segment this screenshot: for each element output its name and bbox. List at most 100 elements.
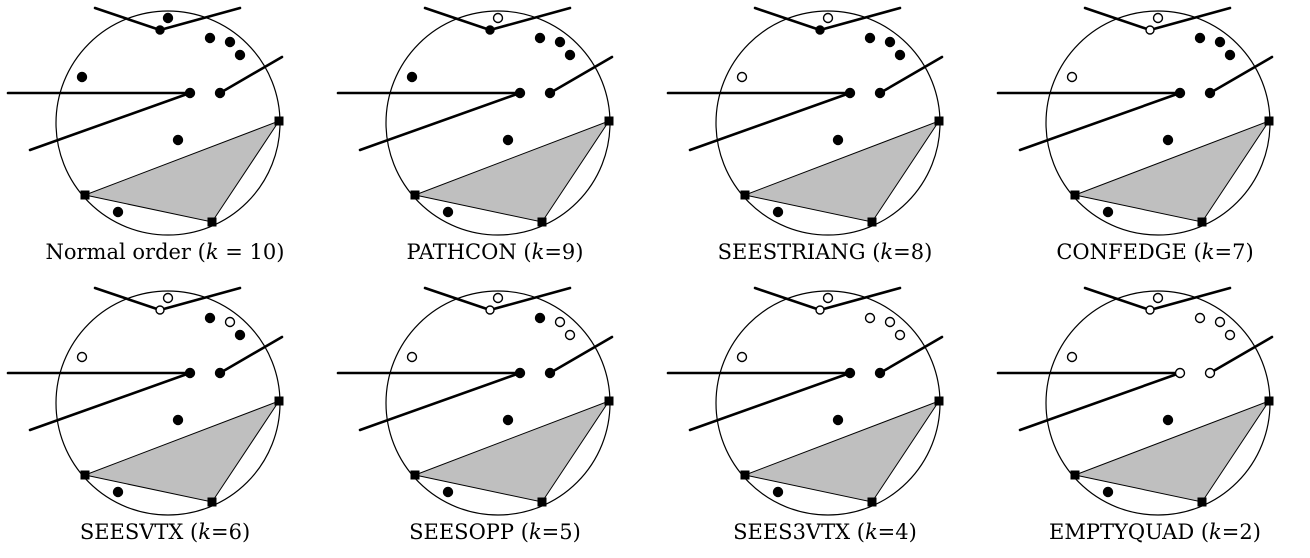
thick-segment [1208, 335, 1274, 375]
thick-segment [818, 286, 902, 312]
caption-k-value: 9 [561, 240, 576, 264]
square-vertex [80, 190, 90, 200]
filled-point [204, 32, 216, 44]
caption-name: SEESOPP [409, 520, 515, 544]
square-vertex [1197, 497, 1207, 507]
filled-point [502, 134, 514, 146]
open-point [162, 292, 174, 304]
filled-point [1162, 134, 1174, 146]
filled-point [554, 36, 566, 48]
open-point [564, 329, 576, 341]
configuration-diagram [6, 286, 284, 516]
square-vertex [537, 497, 547, 507]
thick-segment [1148, 6, 1232, 32]
filled-point [884, 36, 896, 48]
thick-segment [488, 286, 572, 312]
caption-name: SEESTRIANG [717, 240, 866, 264]
filled-point [864, 32, 876, 44]
open-point [884, 316, 896, 328]
caption-k-value: 8 [910, 240, 925, 264]
square-vertex [1070, 190, 1080, 200]
thick-segment [93, 286, 162, 312]
filled-point [162, 12, 174, 24]
thick-segment [878, 335, 944, 375]
open-point [1066, 71, 1078, 83]
configuration-diagram [666, 6, 944, 236]
filled-point [214, 367, 226, 379]
thick-segment [218, 55, 284, 95]
caption-k: k [1201, 240, 1215, 264]
thick-segment [358, 91, 522, 152]
caption-k: k [528, 520, 542, 544]
square-vertex [934, 116, 944, 126]
filled-point [514, 367, 526, 379]
open-point [76, 351, 88, 363]
caption-k: k [1209, 520, 1222, 544]
open-point [736, 71, 748, 83]
shaded-triangle [743, 399, 941, 503]
filled-point [844, 87, 856, 99]
thick-segment [1083, 6, 1152, 32]
filled-point [172, 414, 184, 426]
open-point [1214, 316, 1226, 328]
caption-k-value: 2 [1239, 520, 1253, 544]
square-vertex [604, 116, 614, 126]
panel-caption: Normal order (k = 10) [45, 240, 285, 264]
thick-segment [548, 335, 614, 375]
filled-point [1174, 87, 1186, 99]
square-vertex [410, 190, 420, 200]
shaded-triangle [413, 119, 611, 223]
filled-vertex [155, 25, 165, 35]
square-vertex [274, 396, 284, 406]
filled-point [1214, 36, 1226, 48]
filled-vertex [485, 25, 495, 35]
caption-k-value: 10 [249, 240, 277, 264]
thick-segment [1018, 371, 1182, 432]
filled-point [874, 87, 886, 99]
thick-segment [753, 6, 822, 32]
configuration-diagram [996, 6, 1274, 236]
filled-point [832, 134, 844, 146]
shaded-triangle [413, 399, 611, 503]
filled-point [406, 71, 418, 83]
filled-point [894, 49, 906, 61]
caption-k-value: 6 [228, 520, 242, 544]
configuration-diagram [336, 286, 614, 516]
filled-point [534, 312, 546, 324]
filled-point [442, 206, 454, 218]
open-point [864, 312, 876, 324]
square-vertex [207, 497, 217, 507]
filled-point [234, 49, 246, 61]
open-point [822, 12, 834, 24]
square-vertex [274, 116, 284, 126]
square-vertex [537, 217, 547, 227]
caption-k-value: 7 [1232, 240, 1246, 264]
thick-segment [688, 371, 852, 432]
square-vertex [1070, 470, 1080, 480]
filled-point [564, 49, 576, 61]
shaded-triangle [743, 119, 941, 223]
filled-point [214, 87, 226, 99]
thick-segment [1083, 286, 1152, 312]
caption-k: k [531, 240, 545, 264]
panel: SEESTRIANG (k=8) [660, 0, 990, 278]
panel: Normal order (k = 10) [0, 0, 330, 278]
panel: CONFEDGE (k=7) [990, 0, 1310, 278]
caption-k: k [205, 240, 219, 264]
filled-point [534, 32, 546, 44]
square-vertex [1197, 217, 1207, 227]
panel: EMPTYQUAD (k=2) [990, 280, 1310, 558]
open-vertex [485, 305, 495, 315]
square-vertex [867, 497, 877, 507]
panel-caption: SEESOPP (k=5) [409, 520, 581, 544]
square-vertex [740, 190, 750, 200]
open-point [492, 12, 504, 24]
square-vertex [410, 470, 420, 480]
thick-segment [218, 335, 284, 375]
square-vertex [1264, 396, 1274, 406]
filled-point [1194, 32, 1206, 44]
open-point [1224, 329, 1236, 341]
filled-point [1162, 414, 1174, 426]
open-point [1152, 292, 1164, 304]
